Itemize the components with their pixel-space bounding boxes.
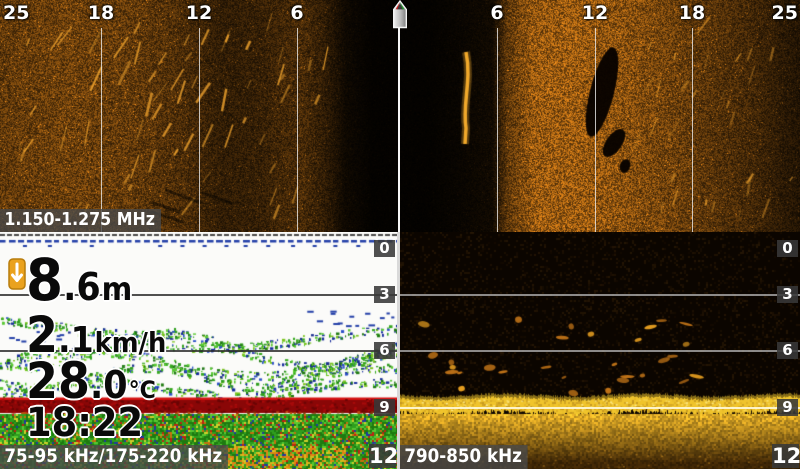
range-mark: 12 [185, 2, 213, 24]
depth-scale-mark: 12 [772, 444, 800, 468]
depth-scale-mark: 3 [374, 286, 395, 303]
depth-unit: m [101, 270, 133, 308]
sonar-2d-pane[interactable]: 0 3 6 9 12 8.6 m 2.1 km/h 28.0 °C 18:22 75-… [0, 232, 397, 469]
depth-scale-mark: 12 [369, 444, 397, 468]
temp-unit: °C [128, 376, 156, 404]
range-line [199, 28, 200, 232]
depth-gridline-3 [400, 294, 800, 296]
side-imaging-freq-label: 1.150-1.275 MHz [0, 209, 162, 232]
speed-value: 2 [26, 306, 59, 364]
down-imaging-pane[interactable]: 0 3 6 9 12 790-850 kHz [400, 232, 800, 469]
depth-down-arrow-icon [8, 258, 26, 290]
range-line [692, 28, 693, 232]
depth-scale-mark: 9 [777, 399, 798, 416]
depth-gridline-9 [400, 407, 800, 409]
range-mark: 6 [290, 2, 304, 24]
range-mark: 6 [490, 2, 504, 24]
depth-scale-mark: 6 [777, 342, 798, 359]
range-mark: 25 [771, 2, 798, 24]
down-imaging-freq-label: 790-850 kHz [400, 445, 528, 469]
range-line [101, 28, 102, 232]
depth-value: 8 [26, 246, 64, 314]
depth-gridline-6 [0, 350, 397, 352]
speed-unit: km/h [94, 326, 167, 359]
depth-scale-mark: 3 [777, 286, 798, 303]
range-line [297, 28, 298, 232]
range-mark: 25 [3, 2, 30, 24]
boat-track-line [398, 26, 400, 232]
time-readout: 18:22 [26, 400, 144, 446]
depth-scale-mark: 9 [374, 399, 395, 416]
side-imaging-canvas [0, 0, 800, 232]
depth-readout: 8.6 m [26, 246, 133, 314]
side-imaging-pane[interactable]: 25 18 12 6 6 12 18 25 1.150-1.275 MHz [0, 0, 800, 232]
depth-scale-mark: 0 [374, 240, 395, 257]
speed-readout: 2.1 km/h [26, 306, 167, 364]
temperature-readout: 28.0 °C [26, 352, 156, 410]
depth-scale-mark: 0 [777, 240, 798, 257]
depth-gridline-6 [400, 350, 800, 352]
range-mark: 18 [87, 2, 115, 24]
sonar-2d-freq-label: 75-95 kHz/175-220 kHz [0, 445, 229, 469]
range-line [595, 28, 596, 232]
depth-scale-mark: 6 [374, 342, 395, 359]
pane-divider [397, 232, 400, 469]
range-line [497, 28, 498, 232]
temp-value: 28 [26, 352, 91, 410]
range-mark: 12 [581, 2, 609, 24]
depth-gridline-3 [0, 294, 397, 296]
range-mark: 18 [678, 2, 706, 24]
boat-icon [393, 0, 407, 29]
